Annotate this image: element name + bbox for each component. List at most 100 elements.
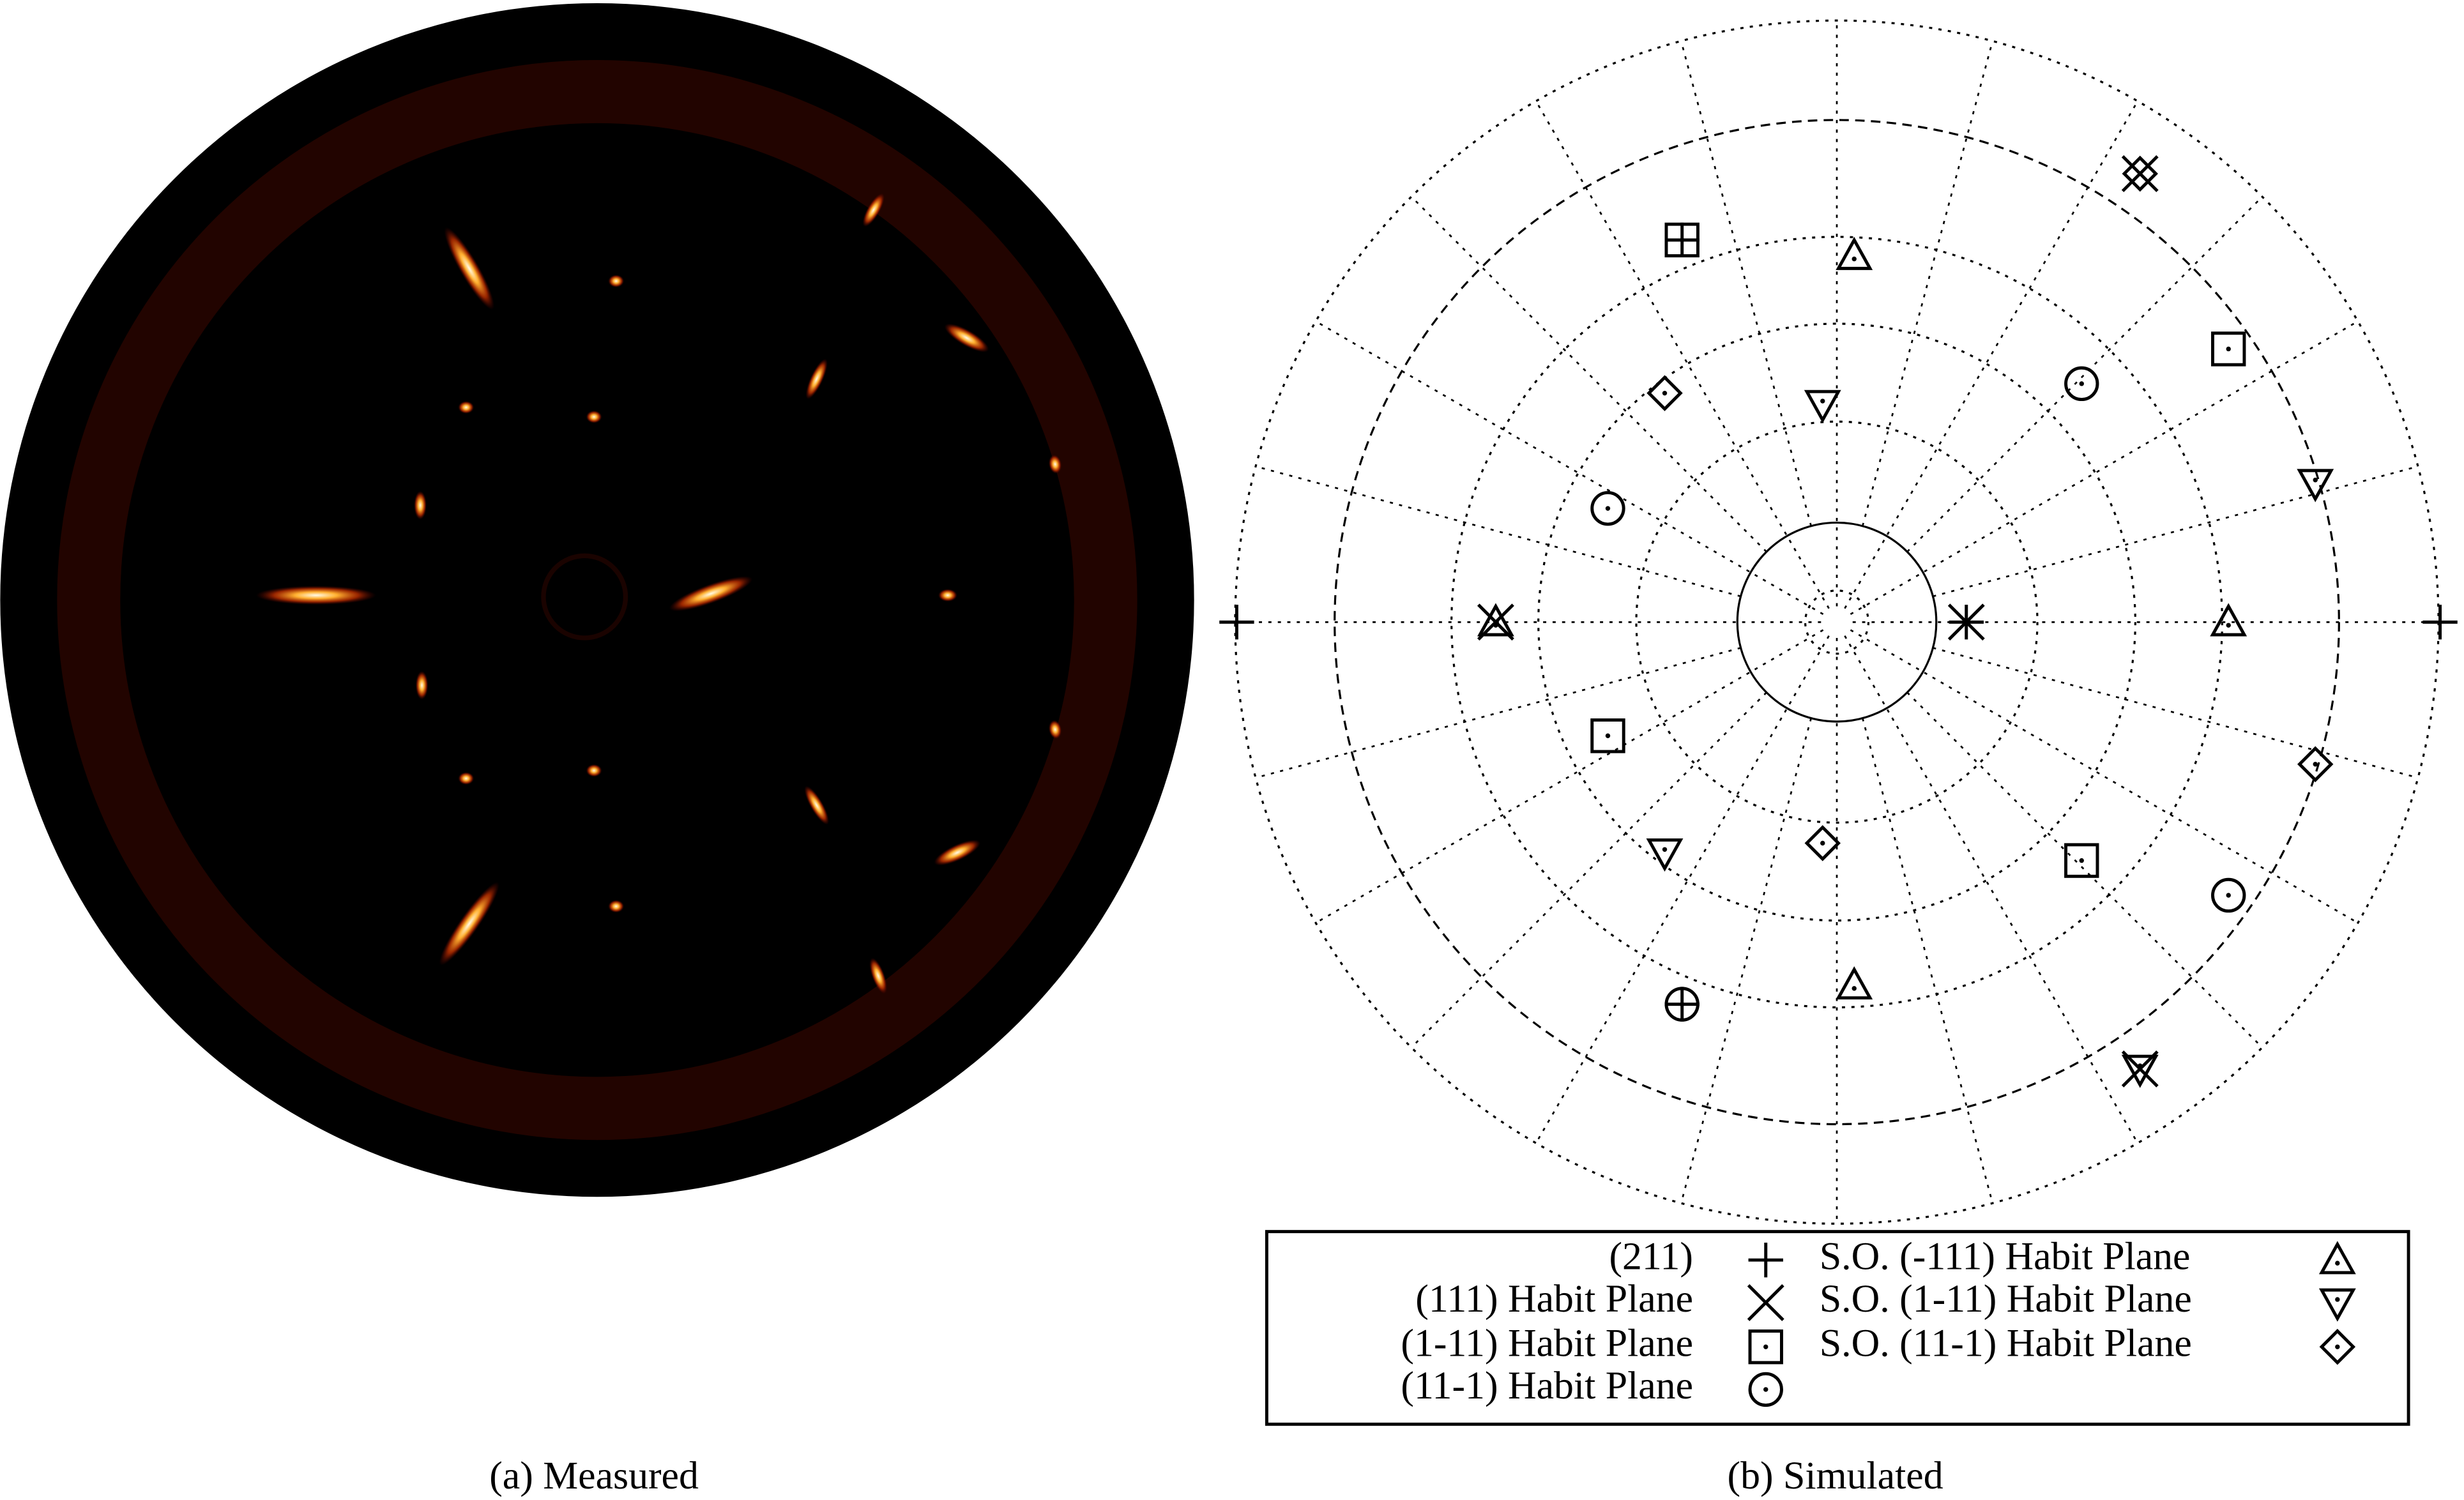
marker-dot <box>1763 1344 1768 1349</box>
diamond-marker <box>2297 746 2334 782</box>
circle-marker <box>2064 366 2099 402</box>
marker-dot <box>2138 1063 2143 1068</box>
diffraction-spot <box>934 840 980 866</box>
marker-dot <box>2138 171 2143 176</box>
grid-spoke <box>1680 40 1813 527</box>
marker-dot <box>1662 847 1668 852</box>
circle-marker <box>1748 1372 1783 1407</box>
plus-marker <box>1748 1242 1783 1278</box>
diffraction-spot <box>415 670 429 700</box>
grid-spoke <box>1862 40 1994 527</box>
caption: (a) Measured <box>489 1454 699 1497</box>
diffraction-spot <box>938 589 957 602</box>
marker-dot <box>1605 506 1611 511</box>
diffraction-spot <box>804 785 830 825</box>
marker-dot <box>1662 390 1668 396</box>
marker-dot <box>1605 733 1611 738</box>
marker-dot <box>2226 623 2231 628</box>
circle-marker <box>1590 490 1625 526</box>
marker-dot <box>1493 623 1498 628</box>
grid-circle <box>1234 19 2440 1225</box>
marker-dot <box>2335 1344 2340 1349</box>
grid-spoke <box>1862 718 1994 1204</box>
grid-spoke <box>1850 629 2359 924</box>
legend-label: (1-11) Habit Plane <box>1401 1321 1693 1365</box>
grid-spoke <box>1315 629 1824 924</box>
diamond-marker <box>1804 825 1841 861</box>
diffraction-spot <box>586 764 602 777</box>
marker-dot <box>1679 238 1685 243</box>
diffraction-spot <box>1048 720 1062 739</box>
legend-label: S.O. (11-1) Habit Plane <box>1820 1321 2192 1365</box>
marker-dot <box>2335 1297 2340 1302</box>
cross-marker <box>1947 603 1985 641</box>
grid-spoke <box>1844 635 2139 1144</box>
grid-spoke <box>1255 466 1741 598</box>
grid-spoke <box>1906 692 2263 1049</box>
diffraction-spot <box>458 401 475 414</box>
circle-marker <box>2211 877 2246 913</box>
legend-label: (111) Habit Plane <box>1415 1277 1693 1321</box>
marker-dot <box>1852 256 1857 262</box>
diamond-marker <box>1646 375 1683 411</box>
legend-label: (11-1) Habit Plane <box>1401 1364 1693 1407</box>
legend-label: S.O. (1-11) Habit Plane <box>1820 1277 2192 1321</box>
marker-dot <box>2313 762 2318 767</box>
diamond-marker <box>2122 155 2158 192</box>
marker-dot <box>2226 346 2231 352</box>
square-marker <box>1590 718 1625 754</box>
square-marker <box>2211 331 2246 367</box>
marker-dot <box>1852 986 1857 991</box>
diffraction-spot <box>869 957 887 994</box>
diffraction-spot <box>608 900 625 913</box>
triangle-up-marker <box>1836 966 1873 1000</box>
diffraction-spot <box>805 358 828 400</box>
legend-label: (211) <box>1609 1234 1693 1278</box>
diffraction-spot <box>586 410 602 423</box>
square-marker <box>1664 222 1700 258</box>
triangle-up-marker <box>2210 603 2247 637</box>
grid-circle <box>1450 236 2223 1009</box>
triangle-up-marker <box>1477 603 1514 637</box>
grid-spoke <box>1850 321 2359 616</box>
diffuse-ring <box>57 59 1137 1140</box>
marker-dot <box>2079 381 2084 386</box>
detector-disc <box>0 3 1194 1197</box>
grid-circle <box>1736 521 1938 723</box>
marker-dot <box>1820 840 1825 846</box>
diffraction-spot <box>255 586 376 605</box>
diffraction-spot <box>862 193 885 227</box>
grid-circle <box>1804 589 1870 655</box>
marker-dot <box>1763 1387 1768 1392</box>
grid-spoke <box>1933 466 2419 598</box>
diffraction-spot <box>444 227 494 310</box>
grid-spoke <box>1315 321 1824 616</box>
diffraction-spot <box>414 490 427 520</box>
triangle-down-marker <box>1804 390 1841 423</box>
diffraction-spot <box>458 772 475 785</box>
simulated-panel <box>1219 19 2458 1225</box>
circle-marker <box>1664 987 1700 1022</box>
diffraction-spot <box>608 275 625 288</box>
grid-spoke <box>1680 718 1813 1204</box>
legend: (211) (111) Habit Plane (1-11) Habit Pla… <box>1265 1230 2410 1426</box>
plus-marker <box>2422 605 2458 640</box>
triangle-down-marker <box>2318 1288 2356 1322</box>
cross-marker <box>1747 1284 1784 1321</box>
grid-spoke <box>1535 635 1830 1144</box>
caption: (b) Simulated <box>1727 1454 1943 1497</box>
diffraction-spot <box>1048 455 1062 474</box>
marker-dot <box>1679 1001 1685 1007</box>
legend-box <box>1265 1230 2410 1426</box>
grid-spoke <box>1933 647 2419 779</box>
grid-spoke <box>1410 196 1767 553</box>
grid-spoke <box>1410 692 1767 1049</box>
marker-dot <box>2226 893 2231 898</box>
diffraction-spot <box>944 323 989 352</box>
measured-panel <box>0 3 1194 1197</box>
triangle-up-marker <box>1836 236 1873 270</box>
plus-marker <box>1219 605 1254 640</box>
diamond-marker <box>2319 1328 2356 1365</box>
